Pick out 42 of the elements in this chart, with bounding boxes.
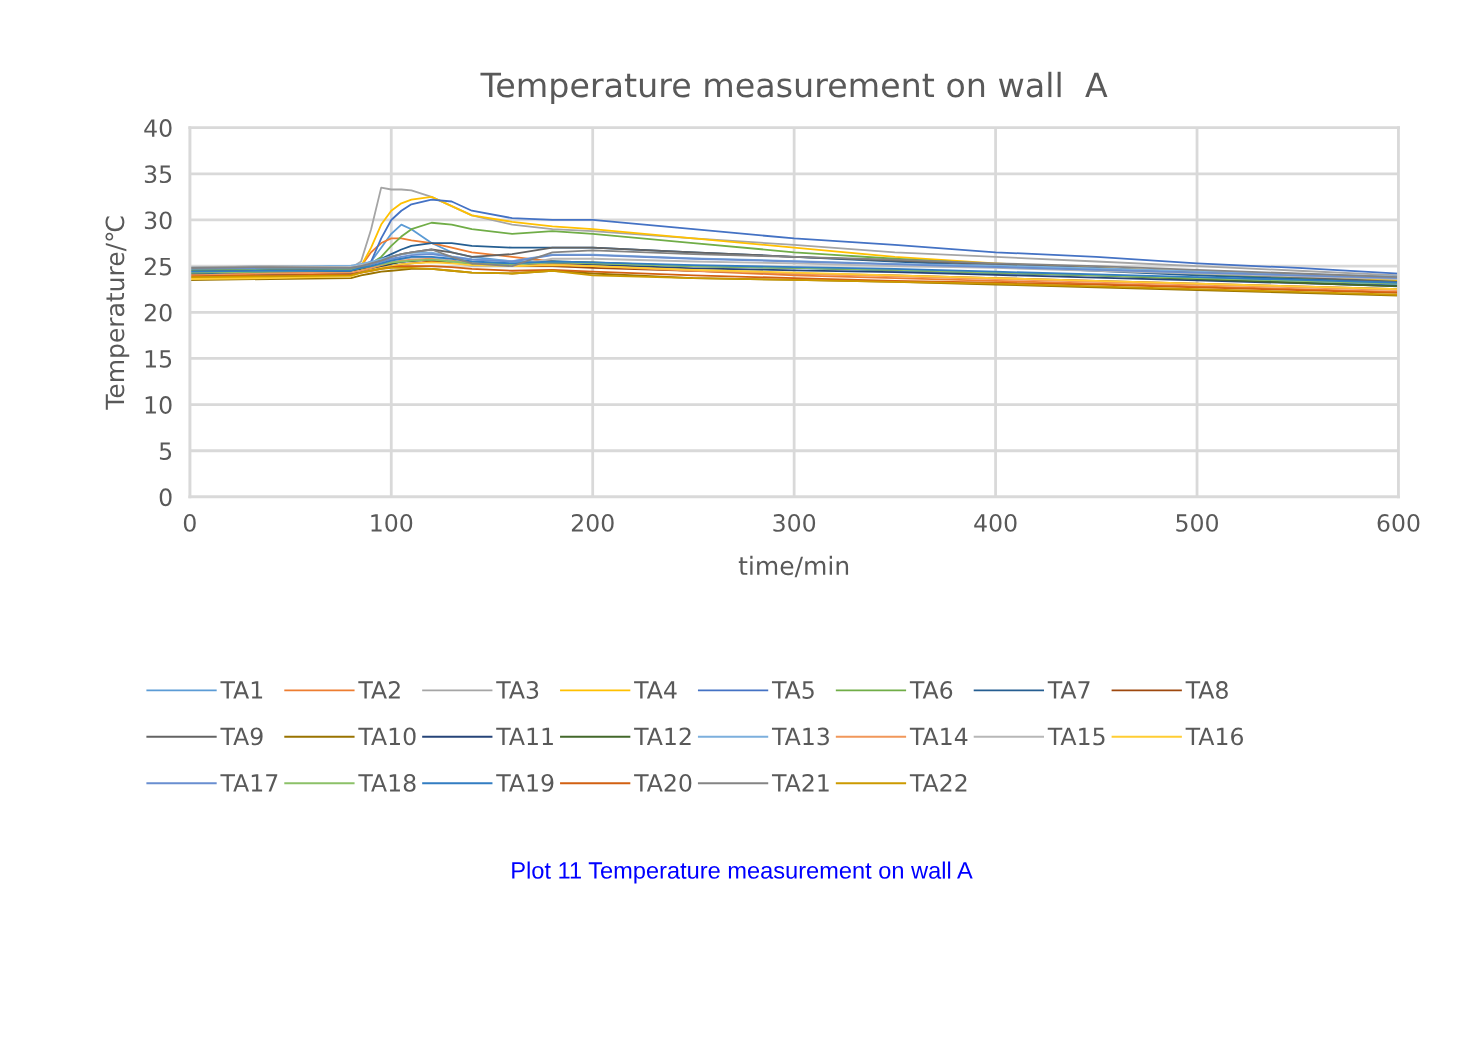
legend-label: TA9 — [220, 727, 263, 746]
legend-label: TA8 — [1185, 681, 1228, 699]
x-tick-label: 300 — [773, 513, 816, 532]
text: Plot 11 Temperature measurement on wall A — [512, 861, 973, 884]
legend-label: TA6 — [909, 681, 953, 699]
x-tick-label: 500 — [1176, 513, 1218, 532]
legend-label: TA12 — [634, 727, 691, 746]
y-tick-label: 20 — [144, 303, 172, 322]
y-tick-label: 10 — [145, 396, 172, 414]
y-tick-label: 5 — [159, 442, 172, 461]
legend-label: TA11 — [496, 727, 553, 746]
legend-label: TA19 — [496, 773, 554, 792]
x-tick-label: 400 — [974, 513, 1017, 532]
y-axis-title: Temperature/℃ — [105, 216, 130, 410]
legend-label: TA10 — [358, 727, 416, 746]
y-tick-label: 40 — [144, 119, 172, 137]
legend-label: TA2 — [358, 681, 400, 699]
legend-label: TA18 — [358, 773, 416, 792]
legend-label: TA15 — [1047, 727, 1105, 746]
legend-label: TA13 — [771, 727, 829, 746]
x-tick-label: 600 — [1377, 513, 1420, 532]
legend-label: TA21 — [771, 773, 829, 792]
x-axis-title: time/min — [738, 555, 849, 578]
legend-label: TA22 — [909, 773, 967, 792]
legend-label: TA20 — [634, 773, 692, 792]
x-tick-label: 200 — [571, 513, 614, 532]
y-tick-label: 30 — [144, 211, 172, 230]
x-tick-label: 0 — [183, 513, 196, 532]
legend-label: TA1 — [220, 681, 263, 699]
legend-label: TA16 — [1185, 727, 1243, 746]
legend-label: TA7 — [1047, 681, 1090, 699]
legend-label: TA14 — [909, 727, 968, 746]
y-tick-label: 25 — [144, 257, 172, 276]
legend-label: TA3 — [496, 681, 539, 699]
chart-title: Temperature measurement on wall A — [480, 71, 1108, 105]
y-tick-label: 15 — [145, 350, 172, 368]
legend-label: TA17 — [220, 774, 278, 792]
y-tick-label: 0 — [159, 488, 172, 507]
legend-label: TA4 — [634, 681, 677, 699]
y-tick-label: 35 — [144, 165, 172, 184]
legend-label: TA5 — [771, 681, 814, 699]
x-tick-label: 100 — [371, 513, 413, 532]
